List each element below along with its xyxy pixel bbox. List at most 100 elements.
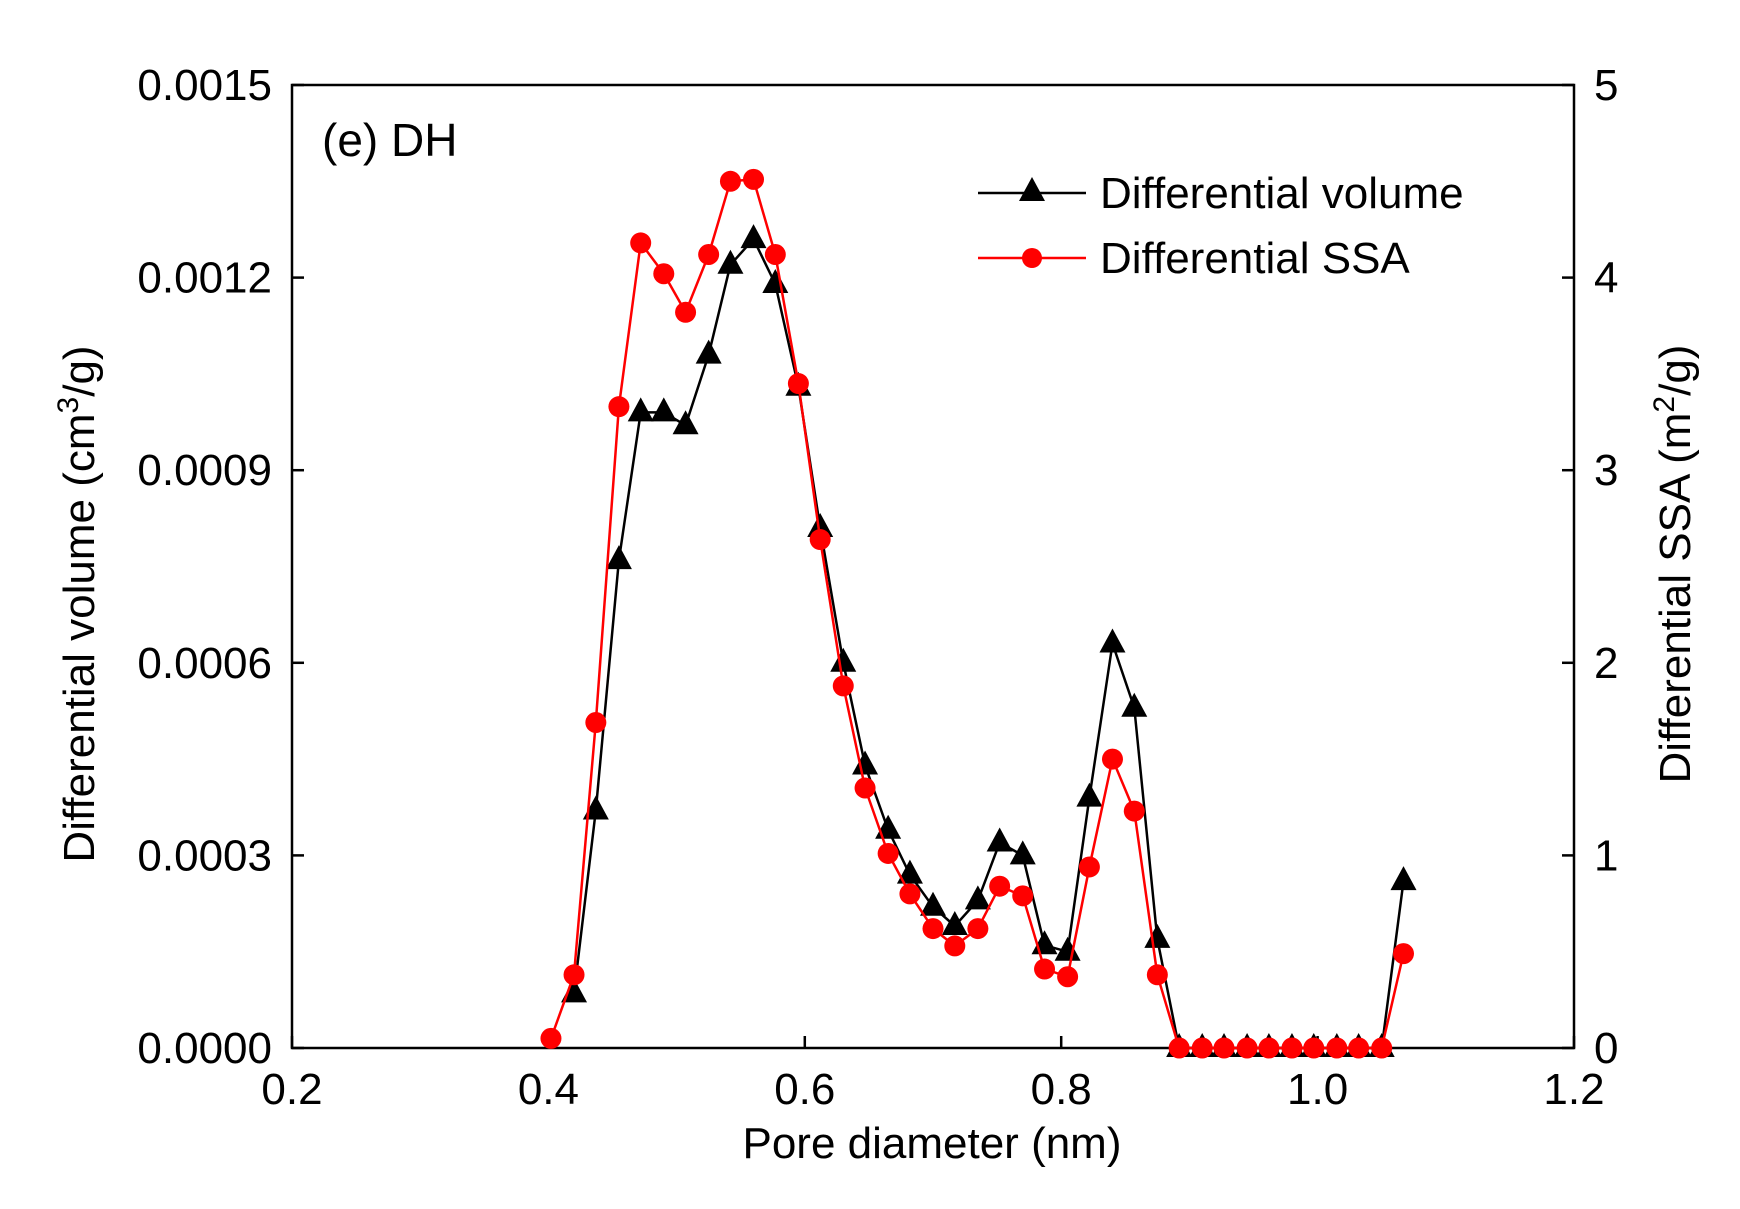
data-point-differential-ssa: [787, 373, 809, 395]
x-tick-label: 0.6: [774, 1065, 835, 1114]
data-point-differential-ssa: [809, 529, 831, 551]
data-point-differential-volume: [1390, 866, 1417, 891]
y-tick-label-right: 2: [1594, 639, 1618, 688]
y-tick-label-right: 1: [1594, 831, 1618, 880]
legend: Differential volume Differential SSA: [978, 169, 1464, 283]
data-point-differential-ssa: [1101, 748, 1123, 770]
data-point-differential-ssa: [1348, 1037, 1370, 1059]
data-point-differential-ssa: [1034, 958, 1056, 980]
y-tick-label-left: 0.0015: [137, 61, 272, 110]
data-point-differential-ssa: [967, 918, 989, 940]
legend-marker-volume: [1019, 177, 1045, 201]
data-point-differential-volume: [941, 911, 968, 936]
data-point-differential-ssa: [832, 675, 854, 697]
y-tick-label-right: 3: [1594, 446, 1618, 495]
data-point-differential-ssa: [1213, 1037, 1235, 1059]
data-point-differential-ssa: [922, 918, 944, 940]
axis-ticks: 0.2 0.4 0.6 0.8 1.0 1.2 0.0000 0.0003 0.0006 0.00…: [137, 61, 1618, 1114]
data-point-differential-ssa: [1281, 1037, 1303, 1059]
data-point-differential-ssa: [1146, 964, 1168, 986]
x-tick-label: 0.4: [518, 1065, 579, 1114]
y-tick-label-right: 5: [1594, 61, 1618, 110]
legend-marker-ssa: [1022, 248, 1042, 268]
data-point-differential-volume: [717, 249, 744, 274]
y-axis-title-left-sup: 3: [52, 397, 85, 414]
y-tick-label-left: 0.0012: [137, 254, 272, 303]
data-point-differential-volume: [1121, 692, 1148, 717]
data-point-differential-volume: [830, 647, 857, 672]
data-point-differential-volume: [964, 885, 991, 910]
y-axis-title-right-sup: 2: [1648, 396, 1681, 413]
x-tick-label: 1.0: [1287, 1065, 1348, 1114]
data-point-differential-volume: [582, 795, 609, 820]
data-point-differential-ssa: [1371, 1037, 1393, 1059]
data-point-differential-ssa: [1078, 856, 1100, 878]
data-point-differential-ssa: [1012, 885, 1034, 907]
data-point-differential-ssa: [698, 243, 720, 265]
data-point-differential-ssa: [899, 883, 921, 905]
data-point-differential-ssa: [1326, 1037, 1348, 1059]
data-point-differential-ssa: [989, 875, 1011, 897]
x-tick-label: 0.2: [261, 1065, 322, 1114]
legend-label-ssa: Differential SSA: [1100, 234, 1410, 283]
data-point-differential-volume: [920, 891, 946, 916]
data-point-differential-volume: [650, 397, 677, 422]
y-tick-label-left: 0.0000: [137, 1024, 272, 1073]
data-point-differential-ssa: [653, 263, 675, 285]
data-point-differential-ssa: [944, 935, 966, 957]
data-point-differential-volume: [672, 410, 699, 435]
plot-frame: [290, 83, 1576, 1050]
data-point-differential-ssa: [675, 301, 697, 323]
data-point-differential-ssa: [719, 170, 741, 192]
data-point-differential-ssa: [630, 232, 652, 254]
data-point-differential-ssa: [854, 777, 876, 799]
data-point-differential-volume: [807, 512, 834, 537]
data-point-differential-volume: [627, 397, 654, 422]
data-point-differential-ssa: [608, 396, 630, 418]
data-point-differential-volume: [1009, 840, 1036, 865]
panel-label: (e) DH: [322, 114, 457, 166]
data-point-differential-ssa: [1258, 1037, 1280, 1059]
data-point-differential-volume: [986, 827, 1013, 852]
data-point-differential-ssa: [585, 712, 607, 734]
data-point-differential-ssa: [1123, 800, 1145, 822]
data-point-differential-volume: [852, 750, 879, 775]
y-tick-label-right: 4: [1594, 254, 1618, 303]
y-tick-label-left: 0.0003: [137, 831, 272, 880]
data-point-differential-ssa: [764, 243, 786, 265]
data-point-differential-volume: [1099, 628, 1126, 653]
data-point-differential-volume: [695, 339, 722, 364]
data-point-differential-volume: [1076, 782, 1103, 807]
data-point-differential-volume: [1054, 936, 1081, 961]
y-axis-title-left: Differential volume (cm3/g): [52, 345, 104, 862]
x-axis-title: Pore diameter (nm): [742, 1119, 1121, 1168]
x-tick-label: 1.2: [1543, 1065, 1604, 1114]
data-point-differential-ssa: [743, 168, 765, 190]
data-point-differential-volume: [561, 978, 588, 1003]
y-axis-title-left-tail: /g): [55, 345, 104, 396]
y-tick-label-right: 0: [1594, 1024, 1618, 1073]
data-point-differential-ssa: [877, 842, 899, 864]
y-axis-title-right-tail: /g): [1651, 345, 1700, 396]
data-point-differential-volume: [762, 269, 789, 294]
y-tick-label-left: 0.0009: [137, 446, 272, 495]
y-axis-title-right: Differential SSA (m2/g): [1648, 345, 1700, 784]
y-tick-label-left: 0.0006: [137, 639, 272, 688]
data-point-differential-ssa: [1303, 1037, 1325, 1059]
data-point-differential-ssa: [1236, 1037, 1258, 1059]
data-point-differential-ssa: [1168, 1037, 1190, 1059]
data-point-differential-volume: [896, 859, 923, 884]
plot-series: [540, 168, 1417, 1059]
data-point-differential-ssa: [1191, 1037, 1213, 1059]
data-point-differential-ssa: [540, 1027, 562, 1049]
legend-label-volume: Differential volume: [1100, 169, 1464, 218]
data-point-differential-volume: [1144, 923, 1171, 948]
data-point-differential-ssa: [1392, 943, 1414, 965]
axes-frame: [290, 83, 1576, 1050]
data-point-differential-volume: [605, 545, 632, 570]
data-point-differential-ssa: [563, 964, 585, 986]
data-point-differential-volume: [740, 224, 767, 249]
data-point-differential-ssa: [1057, 966, 1079, 988]
x-tick-label: 0.8: [1031, 1065, 1092, 1114]
